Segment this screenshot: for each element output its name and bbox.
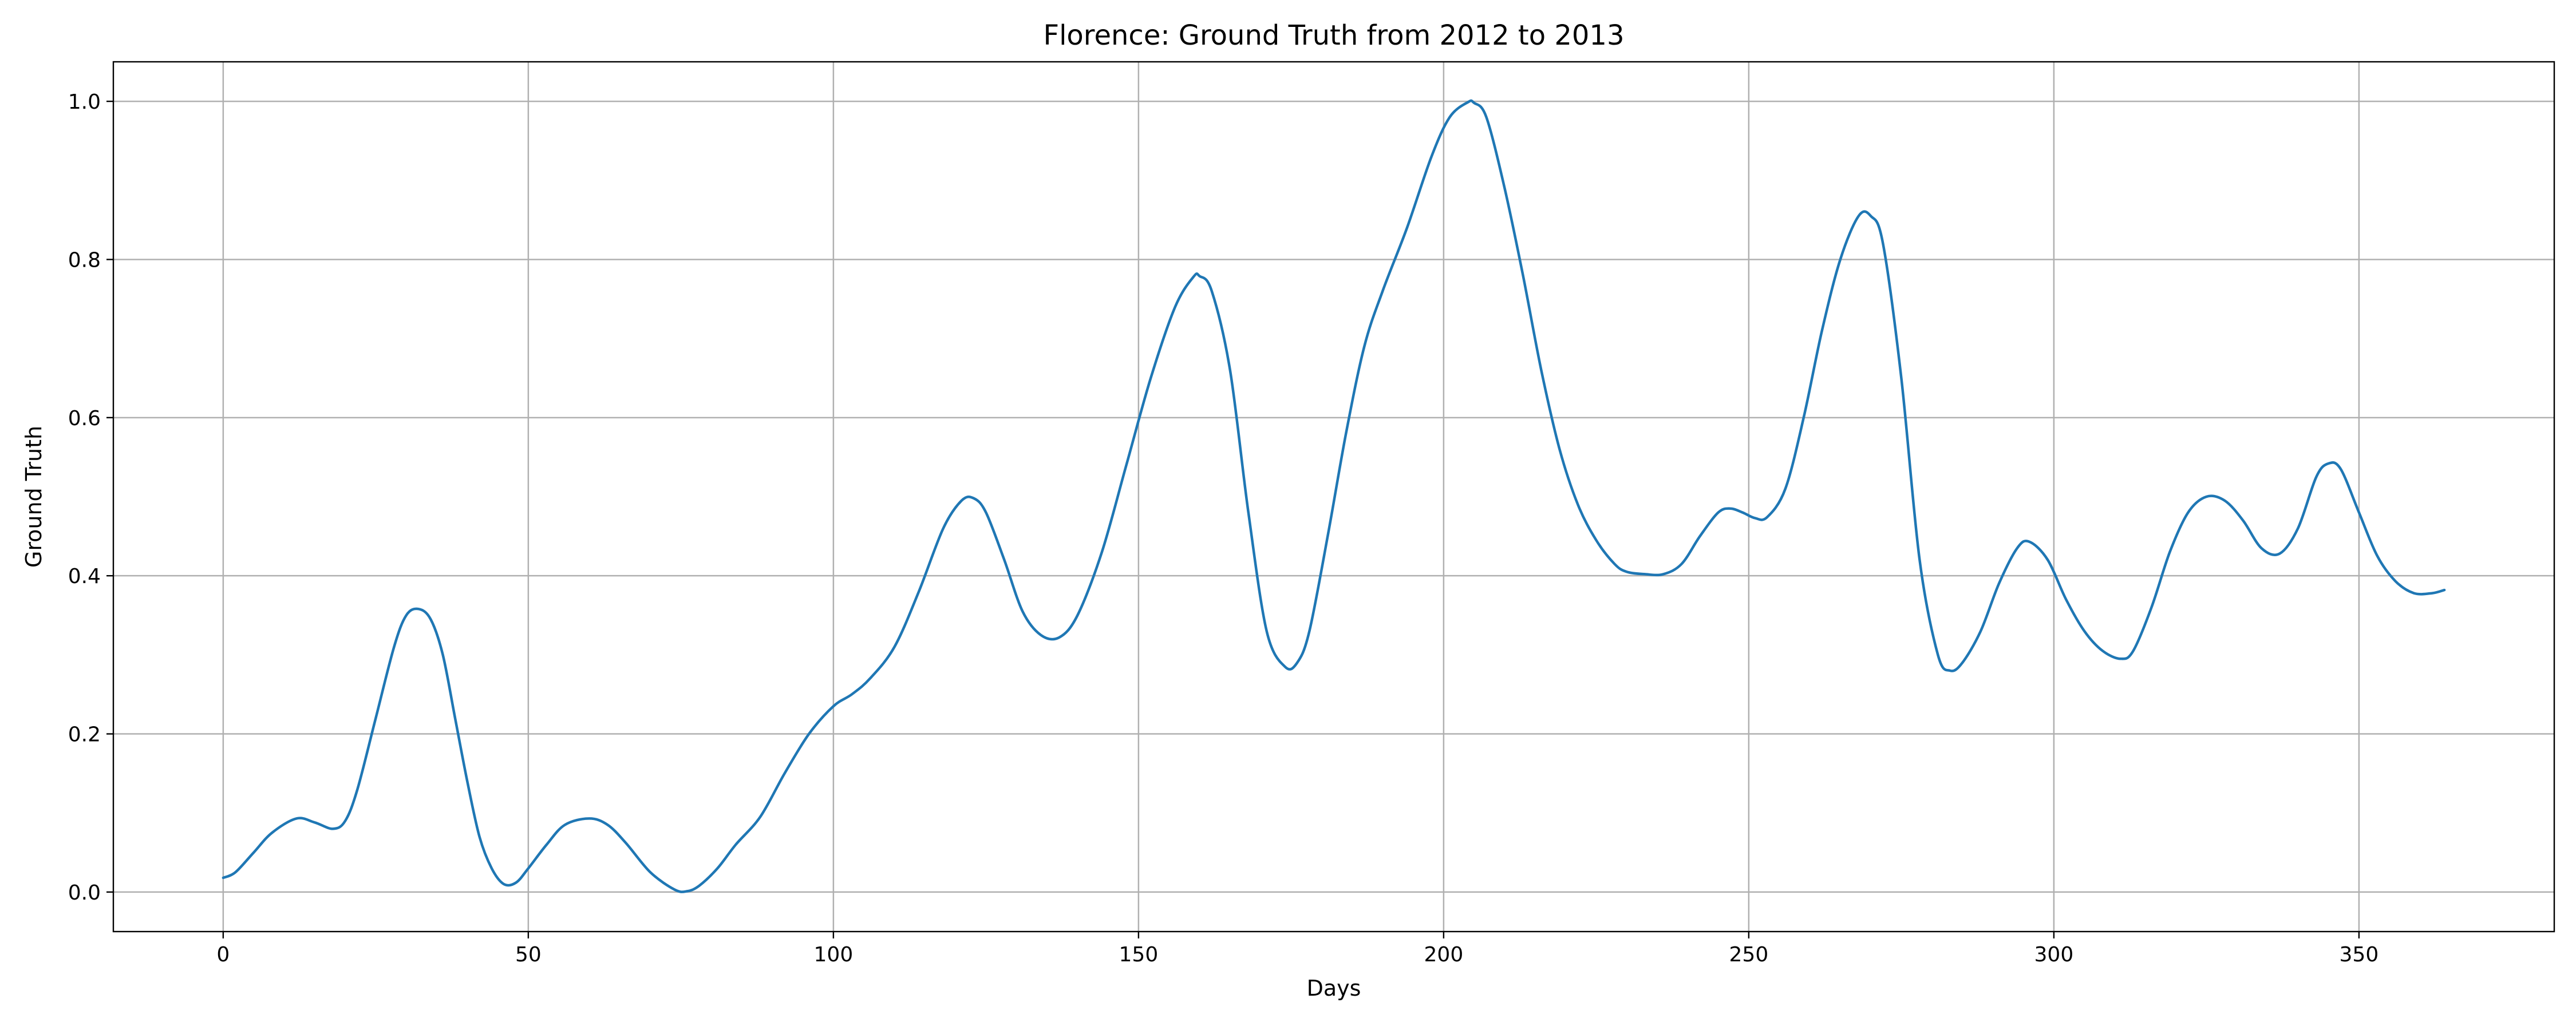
series-layer (222, 99, 2446, 893)
x-tick-label: 250 (1729, 943, 1769, 966)
series-line (222, 99, 2446, 893)
x-tick-label: 350 (2340, 943, 2379, 966)
grid (113, 62, 2554, 932)
y-tick-label: 0.0 (68, 881, 101, 905)
y-axis-ticks: 0.0 0.2 0.4 0.6 0.8 1.0 (68, 90, 113, 905)
y-tick-label: 1.0 (68, 90, 101, 114)
x-axis-label: Days (1307, 976, 1361, 1001)
x-tick-label: 150 (1119, 943, 1159, 966)
y-tick-label: 0.8 (68, 248, 101, 272)
y-tick-label: 0.4 (68, 565, 101, 588)
y-axis-label: Ground Truth (21, 426, 46, 568)
x-axis-ticks: 0 50 100 150 200 250 300 350 (216, 932, 2379, 966)
x-tick-label: 0 (216, 943, 230, 966)
x-tick-label: 50 (515, 943, 542, 966)
plot-frame (112, 61, 2555, 933)
x-tick-label: 200 (1424, 943, 1464, 966)
x-tick-label: 300 (2034, 943, 2074, 966)
y-tick-label: 0.2 (68, 723, 101, 747)
x-tick-label: 100 (814, 943, 854, 966)
y-tick-label: 0.6 (68, 407, 101, 430)
chart-title: Florence: Ground Truth from 2012 to 2013 (1043, 19, 1624, 52)
